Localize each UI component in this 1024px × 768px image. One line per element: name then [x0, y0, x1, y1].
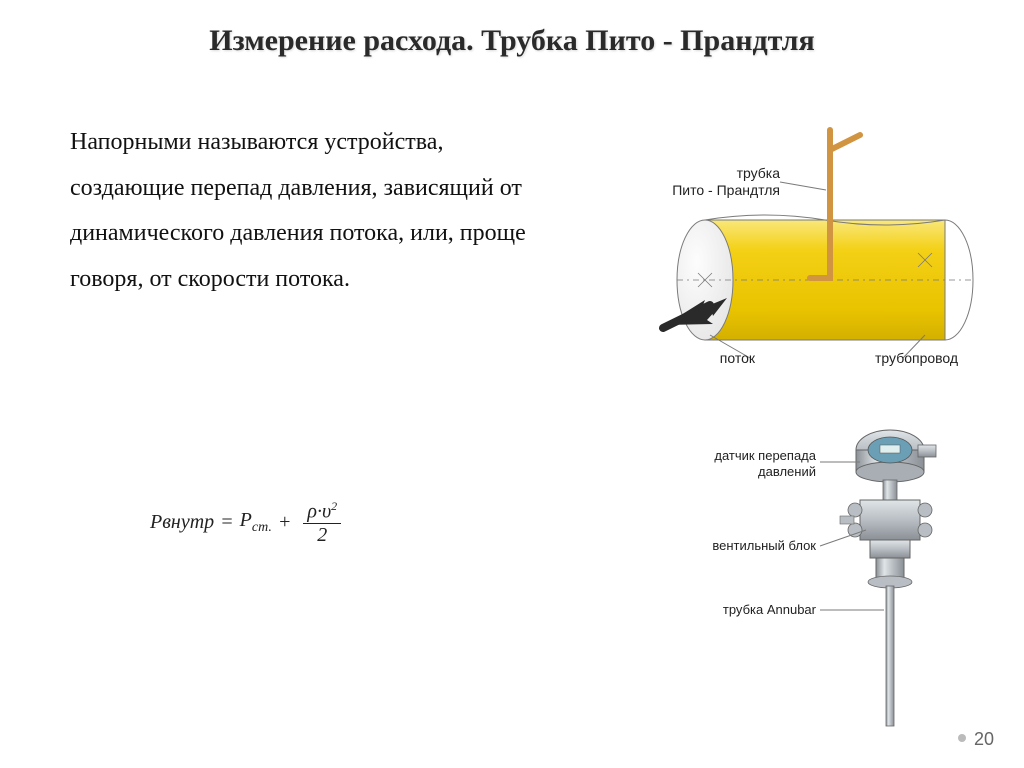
diagram-sensor-assembly: датчик перепада давлений вентильный блок… — [700, 410, 1000, 730]
formula-lhs: Pвнутр — [150, 511, 214, 534]
formula-plus: + — [278, 511, 292, 534]
slide-title: Измерение расхода. Трубка Пито - Прандтл… — [60, 24, 964, 58]
formula: Pвнутр = Pст. + ρ·υ2 2 — [150, 500, 341, 546]
label-tube: трубка Пито - Прандтля — [655, 165, 780, 199]
body-paragraph: Напорными называются устройства, создающ… — [70, 120, 540, 302]
page-dot — [958, 734, 966, 742]
label-valve: вентильный блок — [690, 538, 816, 554]
formula-p: Pст. — [240, 509, 272, 536]
label-sensor: датчик перепада давлений — [690, 448, 816, 481]
formula-fraction: ρ·υ2 2 — [303, 500, 341, 546]
title-part-2: Трубка Пито - Прандтля — [481, 24, 815, 57]
title-part-1: Измерение расхода. — [209, 24, 473, 57]
label-flow: поток — [700, 350, 755, 367]
page-number: 20 — [974, 729, 994, 750]
formula-eq: = — [220, 511, 234, 534]
diagram-pitot-pipe: трубка Пито - Прандтля поток трубопровод — [615, 110, 995, 390]
label-annubar: трубка Annubar — [690, 602, 816, 618]
label-pipe: трубопровод — [875, 350, 980, 367]
